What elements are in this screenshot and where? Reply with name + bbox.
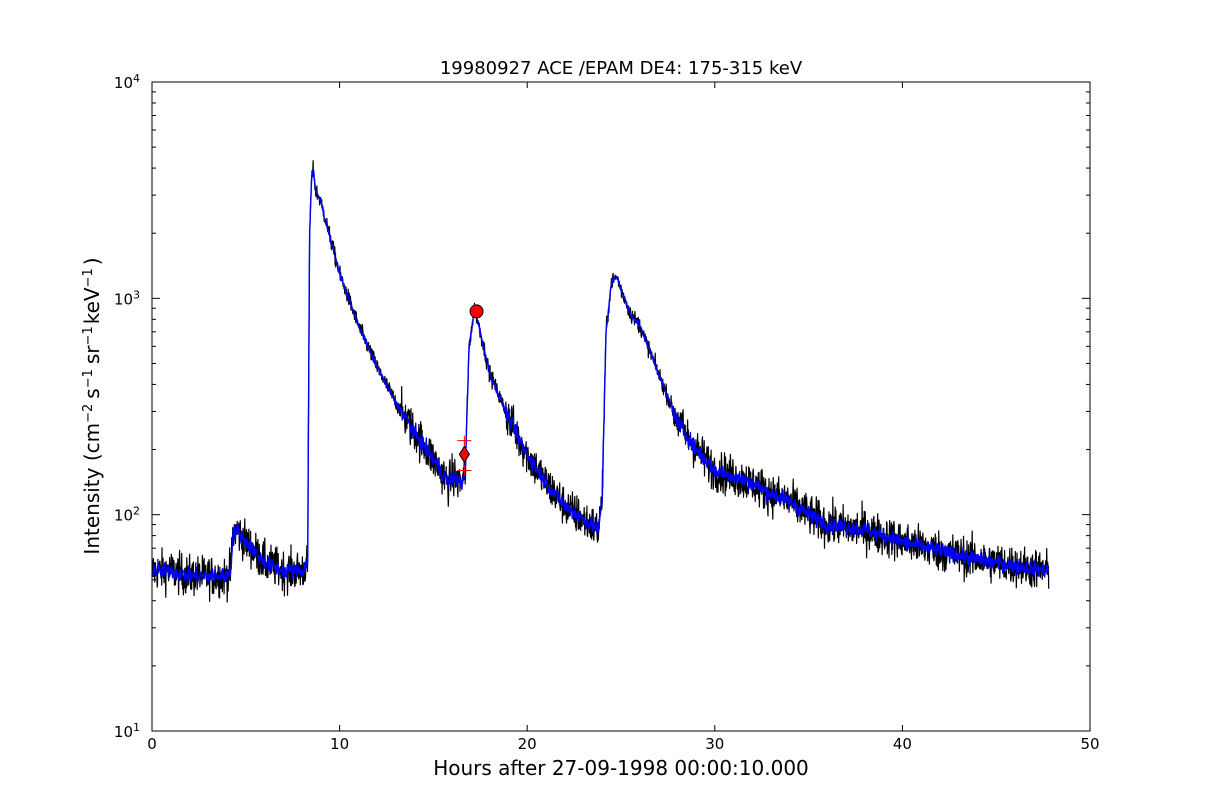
series-line-1 [151, 169, 1050, 584]
y-tick-label: 104 [114, 72, 140, 93]
marker-plus-3 [457, 465, 472, 476]
y-tick-label: 101 [114, 721, 140, 742]
tick-layer: 0 10 20 30 40 50 101 102 103 104 [114, 72, 1100, 754]
x-tick-label: 40 [893, 735, 912, 753]
chart-title: 19980927 ACE /EPAM DE4: 175-315 keV [440, 58, 803, 79]
marker-circle-0 [469, 304, 484, 319]
marker-diamond-1 [458, 445, 470, 464]
y-tick-label: 103 [114, 288, 140, 309]
x-tick-label: 10 [330, 735, 349, 753]
series-layer [151, 160, 1050, 603]
y-tick-label: 102 [114, 504, 140, 525]
marker-layer [457, 304, 484, 476]
x-tick-label: 50 [1080, 735, 1099, 753]
y-axis-title: Intensity (cm−2s−1sr−1keV−1) [80, 257, 104, 554]
marker-plus-2 [457, 435, 472, 446]
x-tick-label: 30 [705, 735, 724, 753]
plot-frame [151, 81, 1091, 732]
x-axis-title: Hours after 27-09-1998 00:00:10.000 [433, 756, 809, 780]
x-tick-label: 0 [147, 735, 157, 753]
x-tick-label: 20 [518, 735, 537, 753]
